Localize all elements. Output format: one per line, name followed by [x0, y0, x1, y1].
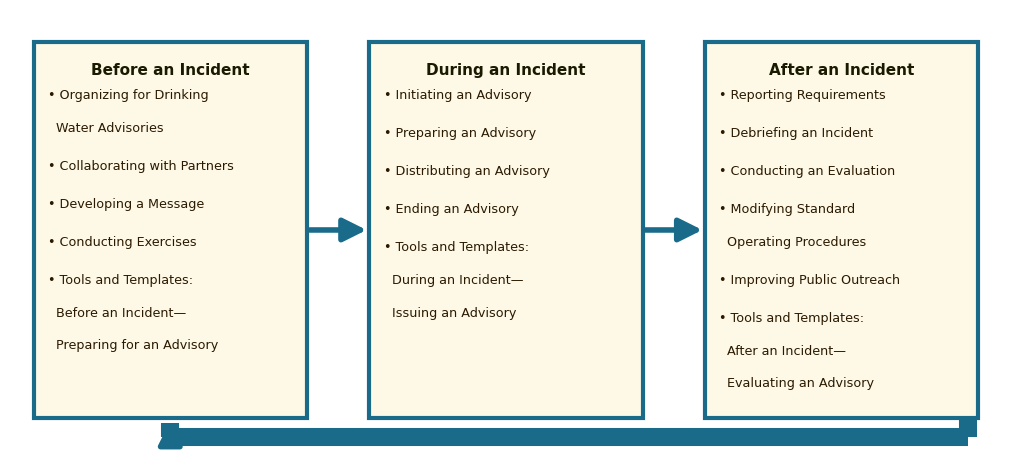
Text: • Preparing an Advisory: • Preparing an Advisory	[383, 127, 536, 140]
Text: • Debriefing an Incident: • Debriefing an Incident	[719, 127, 874, 140]
Text: • Initiating an Advisory: • Initiating an Advisory	[383, 89, 531, 102]
Text: • Conducting an Evaluation: • Conducting an Evaluation	[719, 165, 896, 178]
Text: Water Advisories: Water Advisories	[48, 121, 164, 134]
Text: Evaluating an Advisory: Evaluating an Advisory	[719, 377, 875, 391]
Text: • Developing a Message: • Developing a Message	[48, 198, 204, 211]
Text: Before an Incident: Before an Incident	[91, 63, 250, 78]
Text: • Improving Public Outreach: • Improving Public Outreach	[719, 274, 901, 287]
FancyBboxPatch shape	[369, 42, 643, 418]
Text: During an Incident: During an Incident	[427, 63, 585, 78]
Text: After an Incident—: After an Incident—	[719, 345, 846, 358]
Text: • Modifying Standard: • Modifying Standard	[719, 203, 855, 216]
Text: • Organizing for Drinking: • Organizing for Drinking	[48, 89, 208, 102]
Text: • Distributing an Advisory: • Distributing an Advisory	[383, 165, 549, 178]
Text: • Conducting Exercises: • Conducting Exercises	[48, 236, 196, 249]
Text: Issuing an Advisory: Issuing an Advisory	[383, 307, 516, 320]
Text: During an Incident—: During an Incident—	[383, 274, 523, 287]
Text: Before an Incident—: Before an Incident—	[48, 307, 186, 320]
Text: • Tools and Templates:: • Tools and Templates:	[383, 241, 529, 254]
Text: Preparing for an Advisory: Preparing for an Advisory	[48, 339, 218, 352]
Text: • Ending an Advisory: • Ending an Advisory	[383, 203, 519, 216]
Text: • Tools and Templates:: • Tools and Templates:	[48, 274, 193, 287]
Text: • Tools and Templates:: • Tools and Templates:	[719, 312, 864, 325]
FancyBboxPatch shape	[705, 42, 979, 418]
FancyBboxPatch shape	[33, 42, 307, 418]
Text: • Reporting Requirements: • Reporting Requirements	[719, 89, 886, 102]
Text: • Collaborating with Partners: • Collaborating with Partners	[48, 160, 234, 173]
Text: Operating Procedures: Operating Procedures	[719, 236, 866, 249]
Text: After an Incident: After an Incident	[769, 63, 914, 78]
